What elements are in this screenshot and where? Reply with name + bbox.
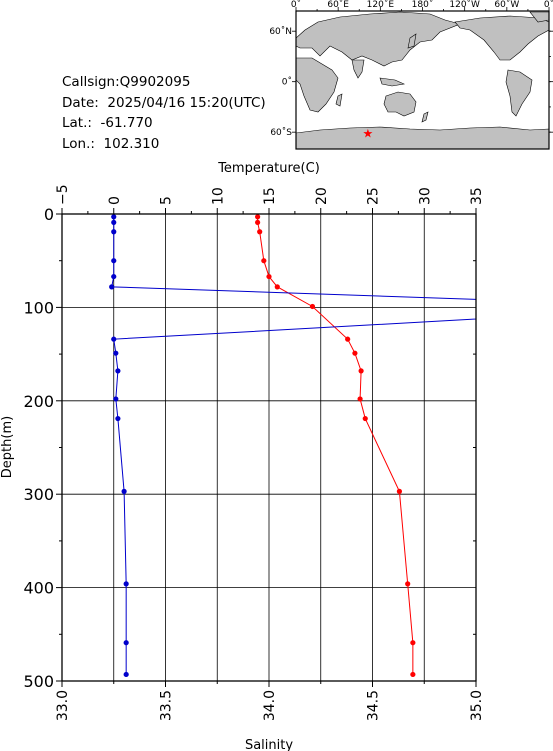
top-axis-tick-label: 15 <box>262 187 278 205</box>
top-axis-tick-label: −5 <box>55 184 71 205</box>
longitude-text: Lon.: 102.310 <box>62 135 160 152</box>
temperature-point <box>345 336 351 342</box>
temperature-point <box>396 488 403 494</box>
temperature-point <box>261 258 267 264</box>
date-text: Date: 2025/04/16 15:20(UTC) <box>62 94 266 111</box>
temperature-point <box>410 671 416 678</box>
map-latitude-labels: 60˚N 0˚ 60˚S <box>269 26 292 138</box>
plot-series-group <box>109 214 520 678</box>
salinity-point <box>111 219 117 226</box>
y-axis-tick-label: 400 <box>23 579 54 598</box>
salinity-line <box>111 216 476 675</box>
station-info: Callsign:Q9902095 Date: 2025/04/16 15:20… <box>62 72 266 154</box>
temperature-point <box>352 350 358 356</box>
new-zealand-shape <box>421 111 429 123</box>
antarctica-shape <box>296 126 549 149</box>
top-axis-tick-label: 0 <box>107 196 123 205</box>
salinity-point <box>113 350 119 356</box>
salinity-point <box>111 229 117 235</box>
bottom-axis-tick-label: 33.5 <box>159 690 175 721</box>
y-axis-tick-label: 500 <box>23 672 54 691</box>
salinity-point <box>515 314 520 319</box>
top-axis-tick-label: 30 <box>417 187 433 205</box>
callsign-text: Callsign:Q9902095 <box>62 74 191 90</box>
temperature-point <box>357 396 363 402</box>
india-shape <box>351 59 365 79</box>
top-axis-title: Temperature(C) <box>217 161 320 176</box>
axis-ticks <box>56 208 477 687</box>
temperature-point <box>257 229 263 235</box>
salinity-point <box>515 298 520 303</box>
top-axis-tick-label: 20 <box>314 187 330 205</box>
top-axis-tick-label: 25 <box>366 187 382 205</box>
bottom-axis-tick-label: 34.5 <box>366 690 382 721</box>
temperature-point <box>358 368 364 374</box>
south-america-shape <box>505 69 533 117</box>
salinity-point <box>111 273 117 280</box>
map-tick-marks <box>292 7 553 133</box>
top-axis-tick-label: 5 <box>159 196 175 205</box>
north-america-shape <box>454 15 549 61</box>
y-axis-tick-label: 300 <box>23 485 54 504</box>
salinity-point <box>111 214 117 220</box>
temperature-point <box>266 273 272 280</box>
temperature-line <box>257 216 414 675</box>
salinity-point <box>109 284 115 290</box>
map-lon-label: 60˚E <box>327 0 349 10</box>
salinity-point <box>123 640 129 646</box>
y-axis-tick-label: 200 <box>23 392 54 411</box>
greenland-shape <box>529 11 549 23</box>
map-lon-label: 120˚E <box>367 0 395 10</box>
bottom-axis-title: Salinity <box>245 738 293 751</box>
map-lon-label: 120˚W <box>449 0 480 10</box>
salinity-point <box>111 336 117 342</box>
map-longitude-labels: 0˚ 60˚E 120˚E 180˚ 120˚W 60˚W 0˚ <box>291 0 553 10</box>
y-axis-title: Depth(m) <box>0 416 15 478</box>
map-lat-label: 60˚S <box>270 127 292 138</box>
salinity-point <box>115 368 121 374</box>
latitude-text: Lat.: -61.770 <box>62 115 153 131</box>
bottom-axis-tick-label: 34.0 <box>262 690 278 721</box>
madagascar-shape <box>335 93 343 107</box>
temperature-point <box>405 581 411 587</box>
map-lat-label: 60˚N <box>269 26 292 37</box>
bottom-axis-tick-label: 33.0 <box>55 690 71 721</box>
salinity-point <box>115 415 121 422</box>
y-axis-tick-label: 100 <box>23 298 54 317</box>
temperature-point <box>410 640 416 646</box>
map-lon-label: 180˚ <box>412 0 434 10</box>
temperature-point <box>274 284 280 290</box>
indonesia-shape <box>379 77 406 87</box>
salinity-point <box>111 258 117 264</box>
map-lat-label: 0˚ <box>282 77 292 88</box>
top-axis-tick-label: 35 <box>469 187 485 205</box>
temperature-point <box>362 415 368 422</box>
temperature-point <box>255 219 261 226</box>
y-axis-tick-label: 0 <box>44 205 54 224</box>
africa-shape <box>296 57 339 113</box>
australia-shape <box>383 91 417 117</box>
bottom-axis-tick-label: 35.0 <box>469 690 485 721</box>
eurasia-shape <box>296 11 461 67</box>
salinity-point <box>113 396 119 402</box>
japan-shape <box>407 33 417 49</box>
temperature-point <box>255 214 261 220</box>
station-star-marker: ★ <box>363 127 374 141</box>
chart-grid <box>61 213 477 682</box>
top-axis-tick-label: 10 <box>210 187 226 205</box>
map-land <box>296 11 549 149</box>
salinity-point <box>123 671 129 678</box>
temperature-point <box>309 303 316 310</box>
salinity-point <box>121 488 127 494</box>
map-lon-label: 60˚W <box>494 0 519 10</box>
salinity-point <box>123 581 129 587</box>
map-lon-label: 0˚ <box>291 0 301 10</box>
map-lon-label: 0˚ <box>544 0 553 10</box>
